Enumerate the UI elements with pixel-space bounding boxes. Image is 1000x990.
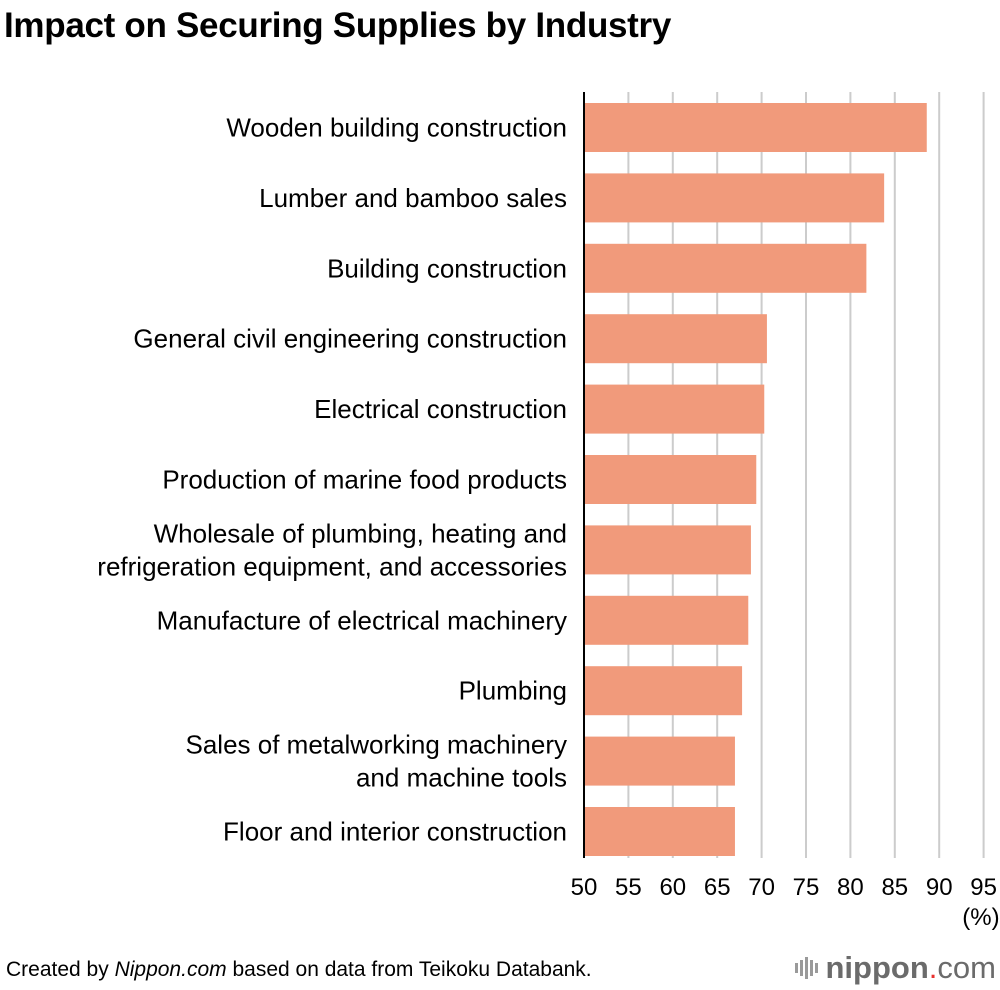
bar [584,595,749,645]
category-label: Sales of metalworking machinery [186,730,568,760]
source-credit: Created by Nippon.com based on data from… [6,958,592,982]
x-tick-label: 95 [970,874,997,901]
logo-tld: com [937,950,996,985]
category-label: Wholesale of plumbing, heating and [154,518,567,548]
bar-chart: Wooden building construction Lumber and b… [97,92,1000,931]
sound-wave-icon [794,957,818,979]
category-label: Plumbing [459,676,567,706]
category-label: Wooden building construction [226,113,567,143]
category-label: Manufacture of electrical machinery [157,605,567,635]
bar [584,243,867,293]
chart-title: Impact on Securing Supplies by Industry [4,6,672,45]
bar [584,736,735,786]
x-tick-label: 50 [571,874,598,901]
bar [584,455,757,504]
logo-name: nippon [825,950,929,985]
x-tick-label: 85 [881,874,908,901]
x-tick-label: 70 [748,874,775,901]
nippon-logo: nippon. com [794,950,996,986]
logo-dot: . [928,950,938,985]
bar [584,525,751,575]
category-label: Lumber and bamboo sales [259,183,567,213]
bar [584,666,743,716]
bar [584,384,765,434]
bar [584,807,735,856]
category-label: Electrical construction [314,394,567,424]
x-tick-label: 60 [659,874,686,901]
category-label: refrigeration equipment, and accessories [97,551,567,581]
x-tick-label: 75 [793,874,820,901]
category-label: Floor and interior construction [223,817,567,847]
credit-site: Nippon.com [114,958,227,981]
bar [584,314,767,364]
bar [584,173,885,223]
bar [584,103,927,152]
category-label: Production of marine food products [162,465,567,495]
credit-suffix: based on data from Teikoku Databank. [226,958,592,981]
category-label: General civil engineering construction [133,324,567,354]
category-label: and machine tools [356,763,567,793]
credit-prefix: Created by [6,958,115,981]
x-tick-label: 55 [615,874,642,901]
x-tick-label: 80 [837,874,864,901]
category-label: Building construction [327,253,567,283]
x-tick-label: 65 [704,874,731,901]
x-tick-label: 90 [926,874,953,901]
unit-label: (%) [962,904,999,931]
